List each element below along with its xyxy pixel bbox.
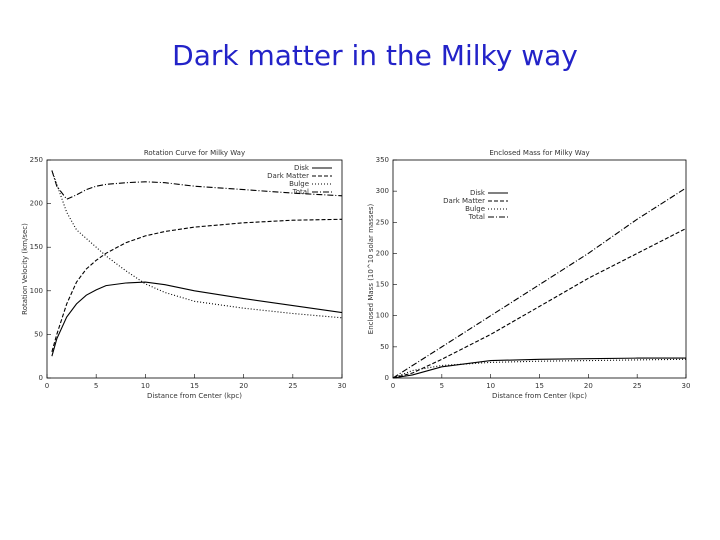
series-line bbox=[51, 170, 343, 200]
y-tick-label: 200 bbox=[30, 200, 43, 208]
legend-label: Disk bbox=[294, 164, 310, 172]
y-tick-label: 250 bbox=[30, 156, 43, 164]
chart-title: Rotation Curve for Milky Way bbox=[144, 149, 245, 157]
x-axis-label: Distance from Center (kpc) bbox=[147, 392, 242, 400]
y-tick-label: 50 bbox=[34, 330, 43, 338]
y-tick-label: 100 bbox=[30, 287, 43, 295]
y-tick-label: 0 bbox=[385, 374, 389, 382]
series-line bbox=[392, 358, 687, 379]
legend-label: Dark Matter bbox=[443, 197, 485, 205]
plot-frame bbox=[392, 159, 687, 379]
x-tick-label: 20 bbox=[239, 382, 248, 390]
y-tick-label: 50 bbox=[380, 343, 389, 351]
x-tick-label: 25 bbox=[288, 382, 297, 390]
series-line bbox=[392, 357, 686, 379]
legend-label: Total bbox=[468, 213, 485, 221]
legend-label: Total bbox=[292, 188, 309, 196]
x-tick-label: 15 bbox=[535, 382, 544, 390]
y-axis-label: Rotation Velocity (km/sec) bbox=[21, 223, 29, 315]
x-tick-label: 5 bbox=[440, 382, 444, 390]
x-axis-label: Distance from Center (kpc) bbox=[492, 392, 587, 400]
y-tick-label: 200 bbox=[376, 249, 389, 257]
y-axis-label: Enclosed Mass (10^10 solar masses) bbox=[367, 204, 375, 335]
series-line bbox=[51, 218, 343, 352]
y-tick-label: 150 bbox=[376, 281, 389, 289]
y-tick-label: 0 bbox=[39, 374, 43, 382]
x-tick-label: 0 bbox=[45, 382, 49, 390]
x-tick-label: 10 bbox=[486, 382, 495, 390]
x-tick-label: 5 bbox=[94, 382, 98, 390]
x-tick-label: 15 bbox=[190, 382, 199, 390]
x-tick-label: 10 bbox=[141, 382, 150, 390]
x-tick-label: 0 bbox=[391, 382, 395, 390]
legend-label: Bulge bbox=[289, 180, 309, 188]
legend-label: Dark Matter bbox=[267, 172, 309, 180]
series-line bbox=[392, 228, 687, 379]
y-tick-label: 250 bbox=[376, 218, 389, 226]
series-line bbox=[392, 187, 687, 379]
y-tick-label: 150 bbox=[30, 243, 43, 251]
y-tick-label: 100 bbox=[376, 312, 389, 320]
series-line bbox=[51, 281, 343, 357]
y-tick-label: 300 bbox=[376, 187, 389, 195]
chart-title: Enclosed Mass for Milky Way bbox=[489, 149, 589, 157]
x-tick-label: 20 bbox=[584, 382, 593, 390]
legend-label: Bulge bbox=[465, 205, 485, 213]
slide-title: Dark matter in the Milky way bbox=[172, 39, 578, 72]
legend-label: Disk bbox=[470, 189, 486, 197]
x-tick-label: 25 bbox=[633, 382, 642, 390]
x-tick-label: 30 bbox=[338, 382, 347, 390]
x-tick-label: 30 bbox=[682, 382, 691, 390]
y-tick-label: 350 bbox=[376, 156, 389, 164]
